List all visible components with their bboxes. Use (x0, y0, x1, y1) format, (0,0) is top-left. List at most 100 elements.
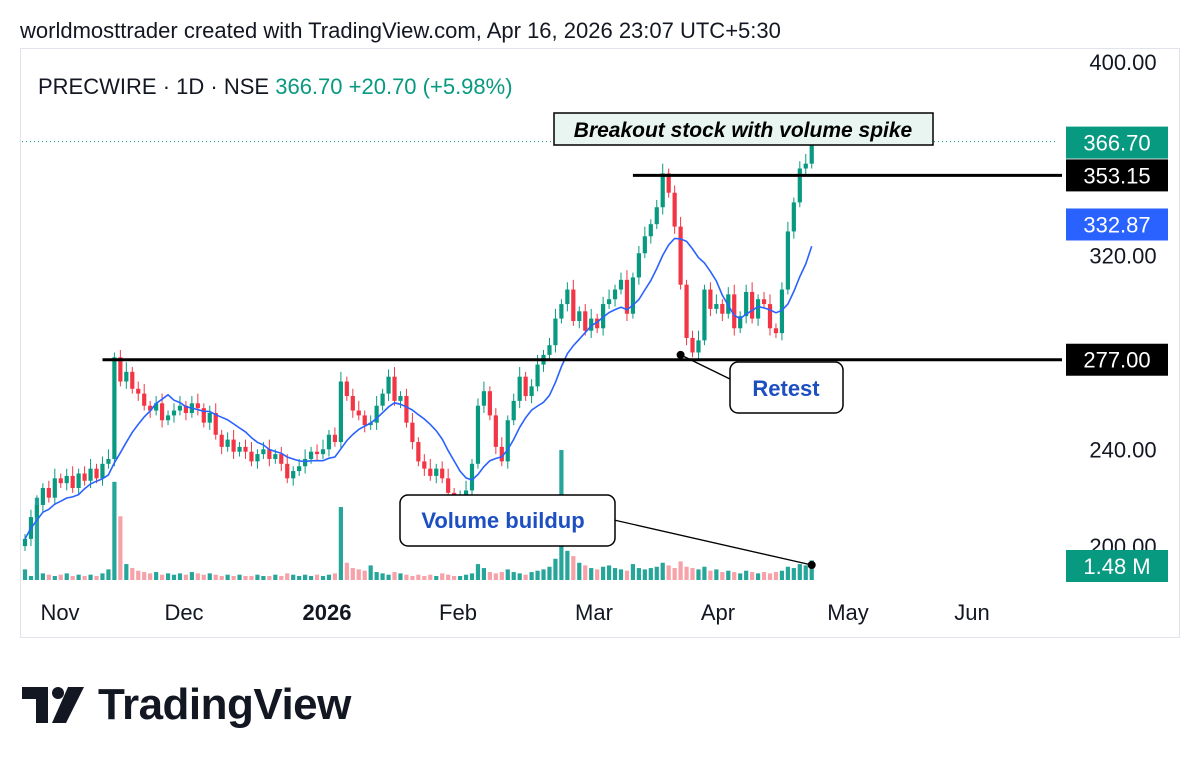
retest-callout-box[interactable] (729, 361, 844, 414)
candle (285, 463, 290, 479)
candle (696, 340, 701, 353)
volume-bar (243, 576, 248, 580)
volume-bar (809, 560, 814, 580)
volume-bar (231, 576, 236, 580)
price-tick-label: 240.00 (1089, 437, 1156, 462)
candle (744, 291, 749, 317)
resistance-price-label: 353.15 (1083, 163, 1150, 188)
candle (505, 420, 510, 462)
candle (124, 371, 129, 382)
volume-bar (22, 569, 28, 580)
candle (308, 451, 314, 459)
volume-bar (452, 576, 457, 580)
volume-bar (34, 497, 40, 580)
volume-bar (535, 570, 540, 580)
candle (22, 538, 28, 547)
price-tick-label: 320.00 (1089, 244, 1156, 269)
candle (535, 364, 540, 387)
candle (297, 466, 302, 472)
candle (362, 415, 367, 426)
volume-bar (380, 573, 385, 580)
candle (428, 468, 433, 476)
volume-bar (273, 574, 278, 580)
candle (344, 381, 349, 397)
volume-bar (374, 572, 379, 580)
candle (136, 388, 141, 394)
volume-bar (350, 568, 355, 580)
candle (118, 357, 123, 382)
candle (350, 396, 355, 411)
candle (225, 439, 230, 447)
author-name[interactable]: worldmosttrader (20, 18, 178, 43)
volume-bar (642, 569, 647, 580)
volume-bar (159, 574, 165, 580)
candle (34, 504, 40, 518)
legend-separator: · (162, 74, 171, 99)
candle (690, 337, 695, 353)
volume-bar (601, 566, 606, 580)
volume-bar (755, 573, 761, 580)
interval-label[interactable]: 1D (176, 74, 205, 99)
volume-pointer-line (613, 519, 812, 566)
volume-callout-box[interactable] (399, 494, 616, 547)
volume-bar (40, 573, 45, 580)
volume-bar (76, 574, 81, 580)
volume-bar (207, 573, 212, 580)
candle (273, 454, 278, 459)
candle (386, 376, 391, 394)
candle (159, 403, 165, 421)
candle (422, 461, 427, 469)
volume-bar (463, 574, 469, 580)
volume-bar (803, 565, 808, 580)
volume-bar (660, 562, 665, 580)
volume-bar (565, 550, 570, 580)
candle (678, 226, 683, 285)
candle (416, 442, 421, 462)
volume-bar (52, 576, 57, 580)
volume-bar (696, 569, 701, 580)
candle (809, 142, 814, 164)
candle (82, 473, 87, 481)
moving-average-line (24, 237, 813, 540)
candle (714, 304, 719, 309)
last-price-badge (1066, 126, 1168, 159)
ma-price-label: 332.87 (1083, 212, 1150, 237)
volume-label: 1.48 M (1083, 554, 1150, 579)
volume-bar (404, 574, 409, 580)
volume-bar (672, 568, 677, 580)
chart-timestamp: Apr 16, 2026 23:07 UTC+5:30 (486, 18, 781, 43)
volume-bar (648, 568, 653, 580)
volume-bar (177, 573, 183, 580)
candle (148, 405, 153, 411)
volume-bar (523, 574, 528, 580)
price-tick-label: 400.00 (1089, 50, 1156, 75)
candle (195, 403, 200, 409)
volume-bar (189, 572, 194, 580)
volume-bar (46, 574, 51, 580)
candle (523, 376, 528, 397)
volume-bar (94, 576, 99, 580)
candle (630, 277, 636, 314)
breakout-callout-box[interactable] (553, 112, 934, 146)
candle (338, 381, 343, 443)
candle (303, 458, 308, 467)
resistance-price-badge (1066, 159, 1168, 192)
volume-bar (583, 565, 588, 580)
candle (183, 405, 189, 413)
symbol-name[interactable]: PRECWIRE (38, 74, 157, 99)
candle (761, 299, 767, 305)
volume-bar (154, 572, 159, 580)
volume-bar (773, 572, 779, 580)
candle (517, 376, 522, 401)
candle (750, 291, 755, 319)
volume-bar (148, 573, 153, 580)
tradingview-brand[interactable]: TradingView (22, 680, 351, 730)
candle (219, 434, 224, 447)
candle (40, 488, 45, 505)
brand-name: TradingView (98, 680, 351, 729)
volume-callout-text: Volume buildup (421, 508, 584, 533)
candle (279, 454, 284, 464)
candle (177, 405, 183, 411)
last-price-label: 366.70 (1083, 131, 1150, 156)
